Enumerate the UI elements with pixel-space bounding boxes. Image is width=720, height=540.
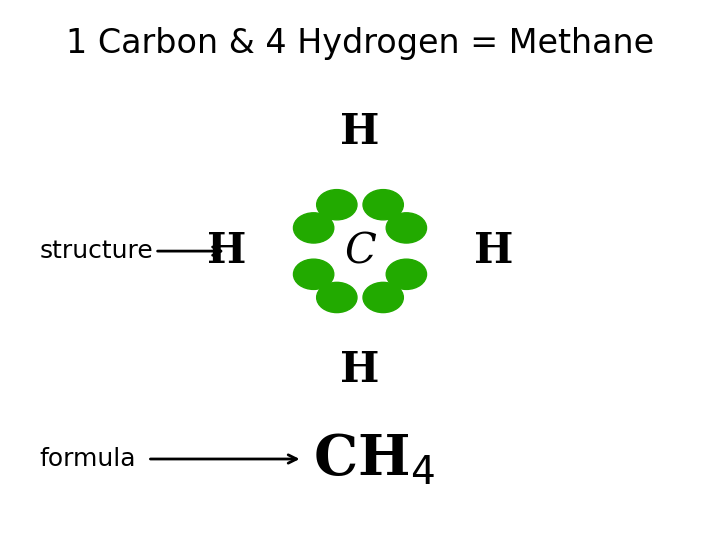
Text: 1 Carbon & 4 Hydrogen = Methane: 1 Carbon & 4 Hydrogen = Methane [66, 27, 654, 60]
Circle shape [317, 190, 357, 220]
Text: H: H [341, 349, 379, 391]
Text: H: H [207, 230, 246, 272]
Circle shape [317, 282, 357, 313]
Text: H: H [474, 230, 513, 272]
Text: CH$_4$: CH$_4$ [313, 431, 435, 487]
Text: H: H [341, 111, 379, 153]
Circle shape [363, 282, 403, 313]
Text: formula: formula [40, 447, 136, 471]
Circle shape [386, 259, 426, 289]
Circle shape [294, 259, 334, 289]
Text: structure: structure [40, 239, 153, 263]
Text: C: C [344, 230, 376, 272]
Circle shape [294, 213, 334, 243]
Circle shape [363, 190, 403, 220]
Circle shape [386, 213, 426, 243]
